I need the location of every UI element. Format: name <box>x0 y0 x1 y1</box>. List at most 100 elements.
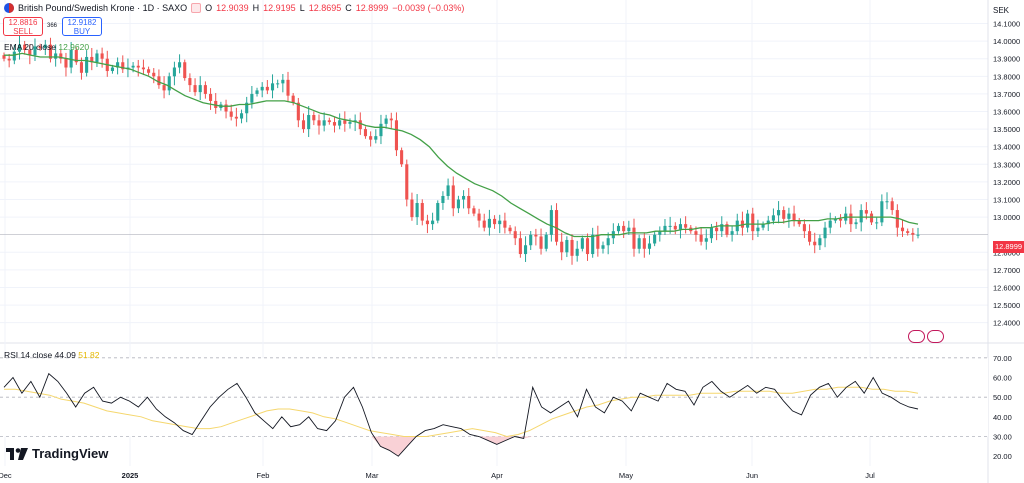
candle-body <box>193 85 197 93</box>
candle-body <box>761 224 765 228</box>
candle-body <box>854 222 858 225</box>
candle-body <box>410 199 414 218</box>
currency-label[interactable]: SEK <box>993 6 1010 15</box>
candle-body <box>549 210 553 235</box>
candle-body <box>565 239 569 253</box>
candle-body <box>570 239 574 256</box>
candle-body <box>147 69 151 73</box>
candle-body <box>255 90 259 94</box>
candle-body <box>802 224 806 232</box>
candle-body <box>508 227 512 232</box>
candle-body <box>591 234 595 255</box>
candle-body <box>374 136 378 140</box>
candle-body <box>23 44 27 50</box>
candle-body <box>678 224 683 230</box>
candle-body <box>172 67 176 77</box>
candle-body <box>653 234 657 244</box>
candle-body <box>239 113 244 119</box>
time-tick-label: Dec <box>0 471 12 480</box>
candle-body <box>627 227 631 232</box>
candle-body <box>585 238 590 255</box>
candle-body <box>307 115 311 130</box>
candle-body <box>358 120 362 130</box>
candle-body <box>198 85 202 93</box>
ema-legend-label: EMA 20 close <box>4 42 56 52</box>
candle-body <box>64 58 68 68</box>
candle-body <box>224 104 228 112</box>
candle-body <box>833 218 837 221</box>
candle-body <box>818 238 822 246</box>
buy-button[interactable]: 12.9182 BUY <box>62 17 102 36</box>
time-tick-label: 2025 <box>122 471 139 480</box>
candle-body <box>647 243 652 249</box>
rsi-legend-label: RSI 14 close <box>4 350 53 360</box>
event-badge-icon[interactable] <box>908 330 925 343</box>
ema-legend-value: 12.9620 <box>58 42 90 52</box>
candle-body <box>740 220 744 228</box>
rsi-oversold-fill <box>371 436 533 457</box>
candle-body <box>157 76 161 86</box>
close-label: C <box>345 3 352 13</box>
symbol-title: British Pound/Swedish Krone · 1D · SAXO <box>18 3 188 13</box>
candle-body <box>911 232 915 235</box>
candle-body <box>431 220 435 225</box>
candle-body <box>684 224 688 228</box>
sell-label: SELL <box>13 27 33 36</box>
price-tick-label: 12.4000 <box>993 319 1020 328</box>
price-tick-label: 13.5000 <box>993 125 1020 134</box>
candle-body <box>203 85 207 94</box>
candle-body <box>529 234 533 246</box>
candle-body <box>100 53 104 59</box>
candle-body <box>183 62 187 79</box>
candle-body <box>632 227 636 249</box>
tradingview-logo-text: TradingView <box>32 446 109 461</box>
candle-body <box>720 224 724 232</box>
price-tick-label: 14.1000 <box>993 20 1020 29</box>
candle-body <box>116 62 120 68</box>
candle-body <box>250 93 254 103</box>
price-tick-label: 13.9000 <box>993 55 1020 64</box>
candle-body <box>637 238 641 249</box>
event-badge-icon[interactable] <box>927 330 944 343</box>
candle-body <box>343 120 347 124</box>
price-tick-label: 12.7000 <box>993 266 1020 275</box>
candle-body <box>498 220 502 225</box>
candle-body <box>415 203 419 218</box>
ema-legend[interactable]: EMA 20 close 12.9620 <box>4 42 89 52</box>
candle-body <box>59 53 63 59</box>
price-tick-label: 13.3000 <box>993 160 1020 169</box>
candle-body <box>85 56 89 73</box>
candle-body <box>694 231 698 235</box>
candle-body <box>188 78 192 86</box>
candle-body <box>575 248 579 256</box>
candle-body <box>782 210 786 219</box>
close-value: 12.8999 <box>355 3 389 13</box>
candle-body <box>54 53 58 59</box>
candle-body <box>286 79 290 96</box>
candle-body <box>487 218 491 228</box>
candle-body <box>539 236 543 249</box>
candle-body <box>214 100 218 108</box>
sell-button[interactable]: 12.8816 SELL <box>3 17 43 36</box>
candle-body <box>265 86 269 91</box>
currency-pair-icon <box>4 3 14 13</box>
candle-body <box>875 222 879 224</box>
candle-body <box>523 245 528 255</box>
high-label: H <box>252 3 260 13</box>
flag-icon[interactable] <box>191 3 202 13</box>
low-label: L <box>299 3 305 13</box>
rsi-legend-value: 44.09 <box>54 350 76 360</box>
candle-body <box>482 220 486 228</box>
last-price-label: 12.8999 <box>993 241 1024 253</box>
candle-body <box>622 225 626 232</box>
time-tick-label: Apr <box>491 471 503 480</box>
rsi-legend[interactable]: RSI 14 close 44.09 51.82 <box>4 350 100 360</box>
tradingview-logo[interactable]: TradingView <box>6 446 108 461</box>
candle-body <box>823 227 827 239</box>
candle-body <box>849 213 853 225</box>
open-label: O <box>205 3 213 13</box>
candle-body <box>808 231 812 242</box>
candle-body <box>859 210 863 223</box>
price-tick-label: 12.5000 <box>993 301 1020 310</box>
